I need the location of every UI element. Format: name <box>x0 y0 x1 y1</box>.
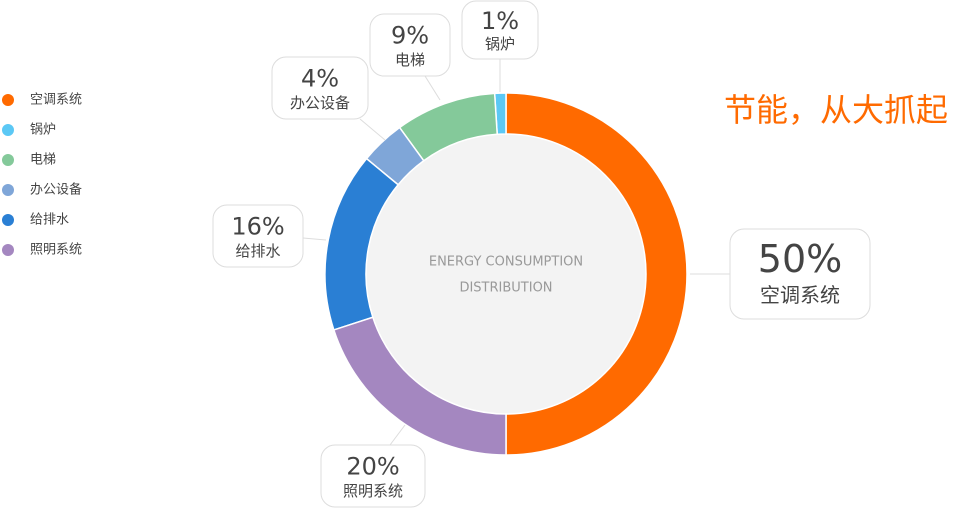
callout-category: 空调系统 <box>760 283 840 307</box>
value-label: 20% <box>346 452 399 480</box>
value-label: 50% <box>758 237 842 281</box>
callout-box <box>461 0 539 60</box>
callout-category: 办公设备 <box>290 94 350 112</box>
callout-category: 锅炉 <box>485 35 515 53</box>
legend-label: 电梯 <box>30 153 56 168</box>
value-label: 4% <box>301 64 339 92</box>
legend-marker <box>2 214 14 226</box>
callout-box <box>320 444 426 508</box>
value-label: 16% <box>231 212 284 240</box>
callout-box <box>271 56 369 120</box>
callout-category: 给排水 <box>235 242 280 260</box>
donut-center <box>366 134 646 414</box>
legend-marker <box>2 124 14 136</box>
value-label: 1% <box>481 7 519 35</box>
legend-label: 照明系统 <box>30 243 82 258</box>
value-label: 9% <box>391 21 429 49</box>
callout-category: 照明系统 <box>343 482 403 500</box>
legend-label: 办公设备 <box>30 182 82 198</box>
legend-marker <box>2 244 14 256</box>
callout-line <box>424 75 441 101</box>
chart-title: 节能，从大抓起 <box>724 91 948 129</box>
center-label: DISTRIBUTION <box>459 281 552 296</box>
legend-label: 锅炉 <box>30 122 56 138</box>
callout-line <box>359 118 386 141</box>
callout-category: 电梯 <box>395 51 425 69</box>
callout-box <box>729 228 871 320</box>
legend-label: 空调系统 <box>30 93 82 108</box>
legend-marker <box>2 184 14 196</box>
legend-label: 给排水 <box>30 213 69 228</box>
callout-box <box>369 13 451 77</box>
legend-marker <box>2 154 14 166</box>
callout-line <box>389 424 406 446</box>
legend-marker <box>2 94 14 106</box>
donut-slice <box>505 92 688 456</box>
donut-slice <box>332 316 507 456</box>
center-label: ENERGY CONSUMPTION <box>429 255 583 270</box>
callout-box <box>212 204 304 268</box>
callout-line <box>302 237 327 241</box>
